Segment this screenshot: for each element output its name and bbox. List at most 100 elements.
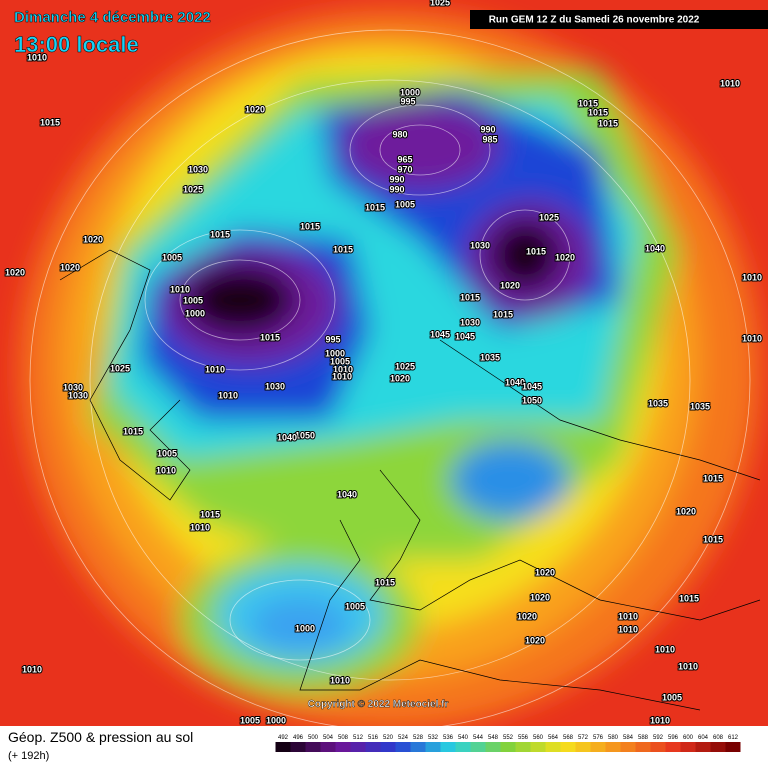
colorbar: 492 496 500 504 508 512 516 520 524 528 532 536 540 5… (275, 735, 741, 752)
isobar-label: 1000 (400, 87, 420, 97)
colorbar-label: 512 (353, 735, 364, 741)
isobar-label: 980 (392, 129, 407, 139)
isobar-label: 1015 (300, 221, 320, 231)
isobar-label: 1015 (703, 473, 723, 483)
isobar-label: 1020 (676, 506, 696, 516)
map-field (0, 0, 768, 726)
isobar-label: 990 (389, 174, 404, 184)
colorbar-label: 580 (608, 735, 619, 741)
isobar-label: 995 (325, 334, 340, 344)
isobar-label: 1015 (365, 202, 385, 212)
isobar-label: 1045 (430, 329, 450, 339)
isobar-label: 1010 (742, 272, 762, 282)
colorbar-cell (485, 742, 501, 752)
isobar-label: 1040 (277, 432, 297, 442)
isobar-label: 1005 (162, 252, 182, 262)
run-info: Run GEM 12 Z du Samedi 26 novembre 2022 (489, 15, 700, 26)
colorbar-cell (695, 742, 711, 752)
isobar-label: 1010 (170, 284, 190, 294)
colorbar-label: 516 (368, 735, 379, 741)
isobar-label: 1010 (27, 52, 47, 62)
isobar-label: 1005 (157, 448, 177, 458)
isobar-label: 1015 (40, 117, 60, 127)
isobar-label: 1030 (63, 382, 83, 392)
lead-label: (+ 192h) (8, 750, 49, 762)
isobar-label: 1010 (618, 624, 638, 634)
isobar-label: 1005 (240, 715, 260, 725)
isobar-label: 1015 (493, 309, 513, 319)
isobar-label: 1040 (645, 243, 665, 253)
date-title: Dimanche 4 décembre 2022 (14, 9, 211, 26)
colorbar-label: 532 (428, 735, 439, 741)
colorbar-label: 592 (653, 735, 664, 741)
colorbar-label: 496 (293, 735, 304, 741)
colorbar-label: 500 (308, 735, 319, 741)
isobar-label: 1005 (395, 199, 415, 209)
colorbar-label: 564 (548, 735, 559, 741)
isobar-label: 1035 (648, 398, 668, 408)
colorbar-cell (665, 742, 681, 752)
colorbar-cell (455, 742, 471, 752)
isobar-label: 1015 (260, 332, 280, 342)
colorbar-cell (380, 742, 396, 752)
isobar-label: 1040 (505, 377, 525, 387)
colorbar-label: 544 (473, 735, 484, 741)
colorbar-cell (305, 742, 321, 752)
isobar-label: 1010 (742, 333, 762, 343)
isobar-label: 1010 (22, 664, 42, 674)
isobar-label: 970 (397, 164, 412, 174)
colorbar-cell (620, 742, 636, 752)
isobar-label: 995 (400, 96, 415, 106)
isobar-label: 1015 (526, 246, 546, 256)
isobar-label: 1025 (395, 361, 415, 371)
isobar-label: 1015 (588, 107, 608, 117)
isobar-label: 1020 (60, 262, 80, 272)
isobar-label: 1030 (188, 164, 208, 174)
isobar-label: 1050 (522, 395, 542, 405)
colorbar-cell (395, 742, 411, 752)
isobar-label: 1015 (375, 577, 395, 587)
isobar-label: 990 (389, 184, 404, 194)
colorbar-label: 604 (698, 735, 709, 741)
colorbar-label: 560 (533, 735, 544, 741)
isobar-label: 1020 (83, 234, 103, 244)
isobar-label: 1005 (330, 356, 350, 366)
isobar-label: 1020 (535, 567, 555, 577)
colorbar-label: 568 (563, 735, 574, 741)
colorbar-cell (725, 742, 741, 752)
colorbar-cell (605, 742, 621, 752)
isobar-label: 1020 (390, 373, 410, 383)
colorbar-cell (680, 742, 696, 752)
isobar-label: 1010 (333, 364, 353, 374)
isobar-label: 1005 (662, 692, 682, 702)
isobar-label: 1010 (218, 390, 238, 400)
isobar-label: 1030 (265, 381, 285, 391)
isobar-label: 1015 (598, 118, 618, 128)
isobar-label: 985 (482, 134, 497, 144)
isobar-label: 1020 (245, 104, 265, 114)
colorbar-cell (590, 742, 606, 752)
isobar-label: 1010 (156, 465, 176, 475)
isobar-label: 1000 (185, 308, 205, 318)
colorbar-label: 528 (413, 735, 424, 741)
isobar-label: 1030 (470, 240, 490, 250)
colorbar-label: 492 (278, 735, 289, 741)
isobar-label: 1015 (333, 244, 353, 254)
isobar-label: 1025 (430, 0, 450, 7)
isobar-label: 1045 (522, 381, 542, 391)
isobar-label: 1035 (480, 352, 500, 362)
isobar-label: 1010 (330, 675, 350, 685)
colorbar-cell (350, 742, 366, 752)
colorbar-label: 556 (518, 735, 529, 741)
colorbar-label: 596 (668, 735, 679, 741)
isobar-label: 1010 (655, 644, 675, 654)
colorbar-cell (335, 742, 351, 752)
isobar-label: 1015 (210, 229, 230, 239)
isobar-label: 1010 (205, 364, 225, 374)
isobar-label: 1015 (679, 593, 699, 603)
colorbar-cell (320, 742, 336, 752)
isobar-label: 1015 (200, 509, 220, 519)
colorbar-label: 584 (623, 735, 634, 741)
isobar-label: 1030 (68, 390, 88, 400)
